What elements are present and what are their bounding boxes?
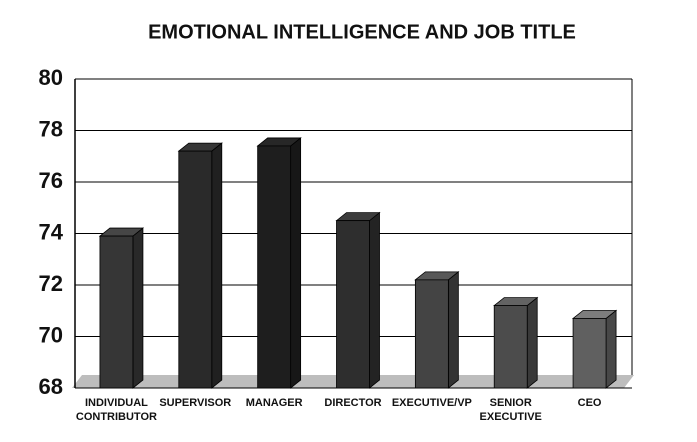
bar-front [414, 279, 449, 389]
bar [414, 271, 460, 389]
y-tick-label: 72 [39, 271, 63, 296]
bar [256, 137, 302, 389]
y-tick-label: 70 [39, 322, 63, 347]
x-tick-label: CEO [578, 397, 602, 409]
bar-side [605, 309, 617, 389]
bar-side [369, 211, 380, 389]
bar-front [336, 220, 370, 389]
bar-front [493, 305, 528, 389]
y-tick-label: 76 [39, 168, 63, 193]
x-tick-label: EXECUTIVE/VP [392, 397, 472, 409]
bar [98, 227, 145, 389]
bar-side [290, 137, 302, 389]
bar-side [211, 142, 223, 389]
chart-title: EMOTIONAL INTELLIGENCE AND JOB TITLE [148, 21, 576, 43]
bar-front [257, 145, 292, 389]
bar-front [178, 150, 213, 389]
x-tick-label: DIRECTOR [324, 397, 381, 409]
x-tick-label: SENIOR EXECUTIVE [480, 397, 542, 423]
bar [335, 211, 381, 389]
bar [493, 296, 539, 389]
bar-side [447, 271, 459, 389]
x-tick-label: MANAGER [246, 397, 303, 409]
bar-front [99, 235, 134, 389]
bar-side [526, 296, 538, 389]
x-tick-label: SUPERVISOR [159, 397, 231, 409]
bar-front [572, 318, 607, 389]
y-tick-label: 78 [39, 116, 63, 141]
bar [177, 142, 223, 389]
y-tick-label: 74 [39, 219, 64, 244]
bar [571, 309, 618, 389]
y-tick-label: 80 [39, 65, 63, 90]
bar-side [132, 227, 144, 389]
y-tick-label: 68 [39, 374, 63, 399]
x-tick-label: INDIVIDUAL CONTRIBUTOR [76, 397, 157, 423]
